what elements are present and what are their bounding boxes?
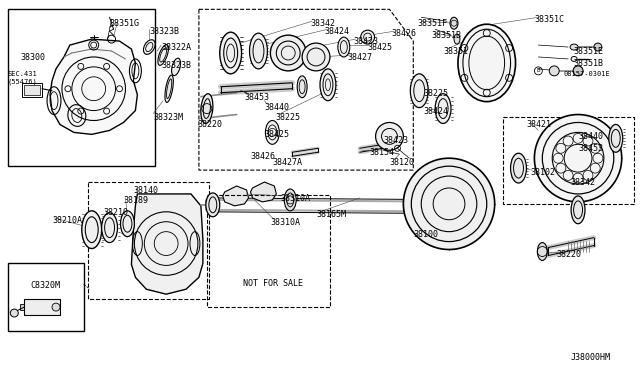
Text: 38342: 38342 xyxy=(570,178,595,187)
Text: 38351G: 38351G xyxy=(109,19,140,28)
Text: 38225: 38225 xyxy=(275,113,300,122)
Ellipse shape xyxy=(206,193,220,217)
Text: 38427: 38427 xyxy=(348,53,372,62)
Text: 38423: 38423 xyxy=(354,37,379,46)
Bar xyxy=(20,304,24,310)
Text: 38120: 38120 xyxy=(390,158,415,167)
Text: 38440: 38440 xyxy=(264,103,289,112)
Bar xyxy=(8,9,156,166)
Ellipse shape xyxy=(120,211,134,237)
Text: SEC.431: SEC.431 xyxy=(7,71,37,77)
Text: 38220: 38220 xyxy=(197,121,222,129)
Ellipse shape xyxy=(570,44,578,50)
Ellipse shape xyxy=(538,243,547,260)
Text: 38310A: 38310A xyxy=(270,218,300,227)
Ellipse shape xyxy=(266,121,279,144)
Polygon shape xyxy=(250,182,276,202)
Text: 38189: 38189 xyxy=(124,196,148,205)
Text: 38423: 38423 xyxy=(383,137,408,145)
Ellipse shape xyxy=(165,75,173,102)
Circle shape xyxy=(549,66,559,76)
Text: 38220: 38220 xyxy=(556,250,581,259)
Ellipse shape xyxy=(102,213,118,243)
Text: 38323B: 38323B xyxy=(161,61,191,70)
Ellipse shape xyxy=(172,58,180,76)
Ellipse shape xyxy=(338,37,350,57)
Ellipse shape xyxy=(82,211,102,248)
Ellipse shape xyxy=(201,94,213,124)
Text: 38424: 38424 xyxy=(423,107,448,116)
Circle shape xyxy=(270,35,306,71)
Circle shape xyxy=(573,66,583,76)
Ellipse shape xyxy=(220,32,241,74)
Ellipse shape xyxy=(143,40,155,54)
Ellipse shape xyxy=(284,189,296,211)
Bar xyxy=(8,263,84,331)
Polygon shape xyxy=(223,186,248,206)
Circle shape xyxy=(376,122,403,150)
Ellipse shape xyxy=(410,74,428,108)
Text: 38225: 38225 xyxy=(423,89,448,98)
Text: 38210A: 38210A xyxy=(52,216,82,225)
Circle shape xyxy=(10,309,19,317)
Text: 38322A: 38322A xyxy=(161,43,191,52)
Text: 38351B: 38351B xyxy=(573,59,603,68)
Ellipse shape xyxy=(450,17,458,29)
Circle shape xyxy=(534,115,621,202)
Circle shape xyxy=(302,43,330,71)
Text: 38425: 38425 xyxy=(367,43,393,52)
Text: 38300: 38300 xyxy=(20,53,45,62)
Text: NOT FOR SALE: NOT FOR SALE xyxy=(243,279,303,288)
Text: 38165M: 38165M xyxy=(316,210,346,219)
Text: 38427A: 38427A xyxy=(273,158,302,167)
Circle shape xyxy=(594,43,602,51)
Text: 38323B: 38323B xyxy=(149,27,179,36)
Circle shape xyxy=(403,158,495,250)
Ellipse shape xyxy=(297,76,307,98)
Text: 08157-0301E: 08157-0301E xyxy=(563,71,610,77)
Text: C8320M: C8320M xyxy=(30,281,60,290)
Text: 38100: 38100 xyxy=(413,230,438,239)
Ellipse shape xyxy=(458,24,516,102)
Text: 38351C: 38351C xyxy=(534,15,564,24)
Text: 38210: 38210 xyxy=(104,208,129,217)
Text: 38310A: 38310A xyxy=(280,194,310,203)
Text: 38351E: 38351E xyxy=(573,47,603,56)
Text: 38323M: 38323M xyxy=(153,113,183,122)
Text: 38154: 38154 xyxy=(370,148,395,157)
Text: 38425: 38425 xyxy=(264,131,289,140)
Text: 38453: 38453 xyxy=(244,93,269,102)
Text: 38351: 38351 xyxy=(443,47,468,56)
Text: 38351F: 38351F xyxy=(417,19,447,28)
Text: 38424: 38424 xyxy=(324,27,349,36)
Ellipse shape xyxy=(158,45,168,65)
Polygon shape xyxy=(131,194,203,294)
Bar xyxy=(24,299,60,315)
Text: (55476): (55476) xyxy=(7,79,37,85)
Text: 38440: 38440 xyxy=(578,132,603,141)
Ellipse shape xyxy=(435,94,451,124)
Text: 38421: 38421 xyxy=(527,121,552,129)
Circle shape xyxy=(361,30,374,44)
Bar xyxy=(24,85,40,95)
Text: 38102: 38102 xyxy=(531,168,556,177)
Ellipse shape xyxy=(571,196,585,224)
Bar xyxy=(22,83,42,97)
Ellipse shape xyxy=(609,125,623,152)
Text: 38453: 38453 xyxy=(578,144,603,153)
Text: 38426: 38426 xyxy=(250,152,276,161)
Text: 38426: 38426 xyxy=(392,29,417,38)
Circle shape xyxy=(52,303,60,311)
Text: 38342: 38342 xyxy=(310,19,335,28)
Polygon shape xyxy=(50,39,138,134)
Text: B: B xyxy=(536,68,540,73)
Ellipse shape xyxy=(250,33,268,69)
Text: 38140: 38140 xyxy=(133,186,159,195)
Text: J38000HM: J38000HM xyxy=(570,353,610,362)
Ellipse shape xyxy=(511,153,527,183)
Ellipse shape xyxy=(320,69,336,101)
Text: 38351B: 38351B xyxy=(431,31,461,40)
Ellipse shape xyxy=(454,34,460,44)
